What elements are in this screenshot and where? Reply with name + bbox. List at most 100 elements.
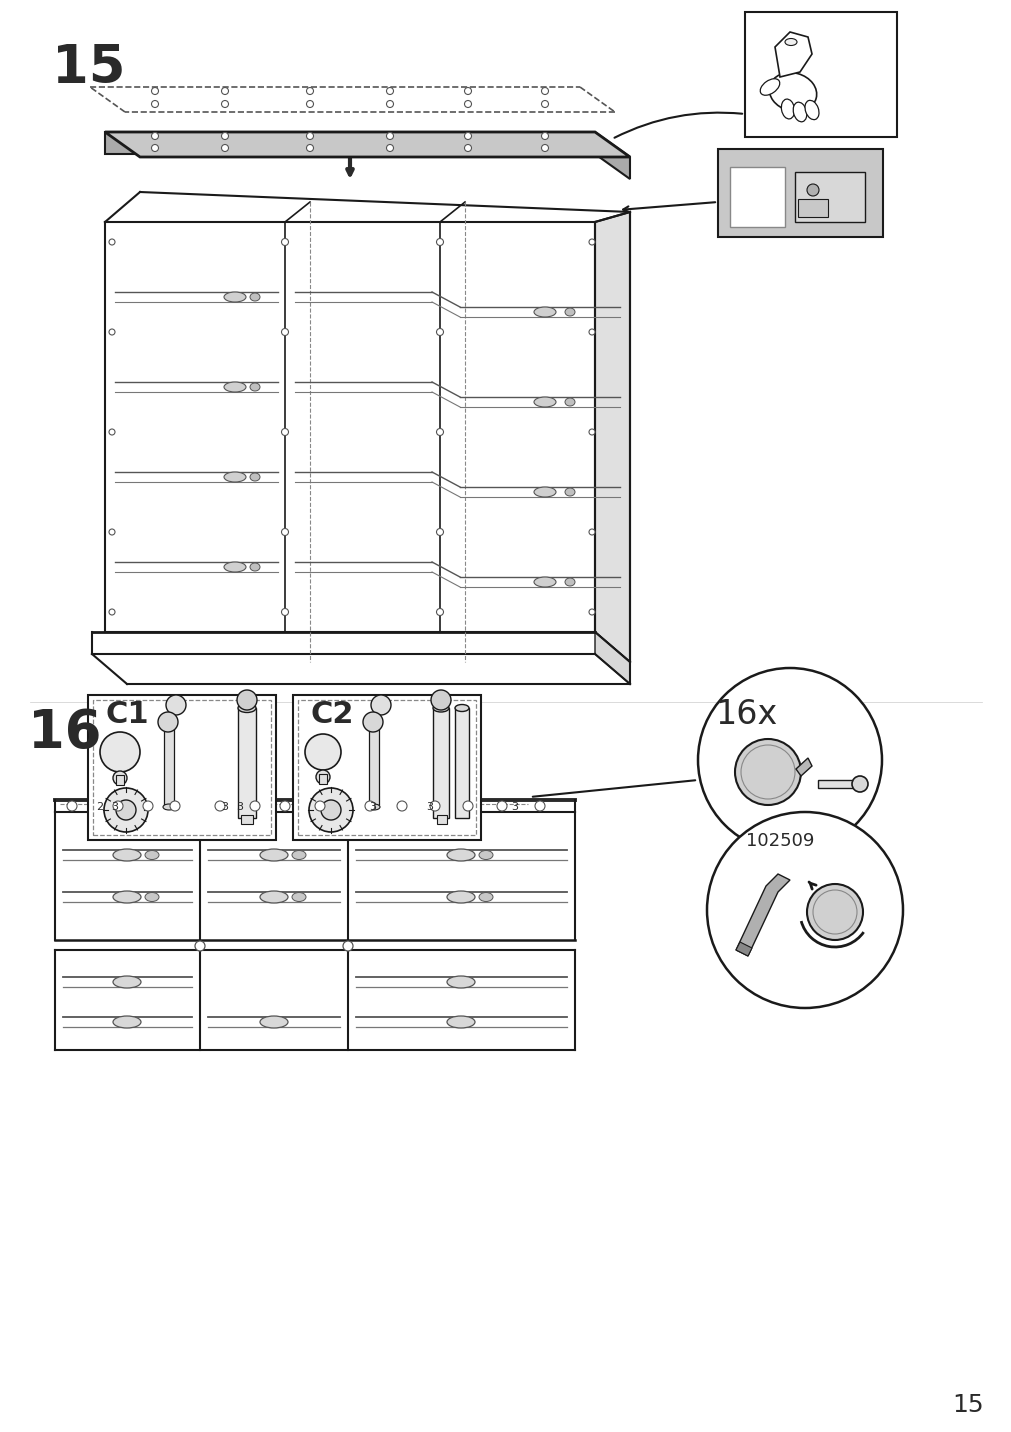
- Ellipse shape: [163, 803, 175, 811]
- Text: 3: 3: [369, 802, 376, 812]
- Bar: [744, 11, 896, 137]
- Circle shape: [221, 87, 228, 95]
- Circle shape: [541, 100, 548, 107]
- Bar: [241, 815, 253, 823]
- Bar: [238, 707, 256, 818]
- Bar: [293, 695, 480, 841]
- Circle shape: [152, 145, 159, 152]
- Text: 3: 3: [426, 802, 433, 812]
- Text: 3: 3: [111, 802, 118, 812]
- Circle shape: [250, 800, 260, 811]
- Ellipse shape: [238, 703, 256, 713]
- Bar: [795, 172, 864, 222]
- Circle shape: [315, 770, 330, 783]
- Bar: [88, 695, 276, 841]
- Circle shape: [280, 800, 290, 811]
- Polygon shape: [735, 874, 790, 957]
- Circle shape: [306, 145, 313, 152]
- Circle shape: [431, 690, 451, 710]
- Circle shape: [386, 133, 393, 139]
- Ellipse shape: [785, 39, 797, 46]
- Ellipse shape: [113, 977, 141, 988]
- Circle shape: [588, 329, 594, 335]
- Circle shape: [158, 712, 178, 732]
- Circle shape: [306, 87, 313, 95]
- Circle shape: [143, 800, 153, 811]
- Circle shape: [734, 739, 801, 805]
- Ellipse shape: [447, 891, 474, 904]
- Ellipse shape: [768, 73, 816, 112]
- Circle shape: [365, 800, 375, 811]
- Ellipse shape: [433, 705, 449, 712]
- Circle shape: [436, 528, 443, 536]
- Bar: [164, 720, 174, 805]
- Polygon shape: [594, 212, 630, 662]
- Circle shape: [306, 100, 313, 107]
- Circle shape: [113, 770, 126, 785]
- Text: 15: 15: [951, 1393, 983, 1418]
- Ellipse shape: [759, 79, 779, 96]
- Ellipse shape: [478, 851, 492, 859]
- Circle shape: [166, 695, 186, 715]
- Ellipse shape: [145, 851, 159, 859]
- Circle shape: [109, 528, 115, 536]
- Polygon shape: [105, 132, 594, 155]
- Circle shape: [281, 609, 288, 616]
- Circle shape: [152, 87, 159, 95]
- Circle shape: [588, 528, 594, 536]
- Circle shape: [436, 428, 443, 435]
- Ellipse shape: [455, 705, 468, 712]
- Ellipse shape: [564, 398, 574, 407]
- Circle shape: [806, 884, 862, 939]
- Circle shape: [436, 239, 443, 245]
- Polygon shape: [594, 132, 630, 179]
- Ellipse shape: [447, 1015, 474, 1028]
- Ellipse shape: [250, 382, 260, 391]
- Polygon shape: [735, 942, 751, 957]
- Ellipse shape: [564, 579, 574, 586]
- Circle shape: [281, 239, 288, 245]
- Circle shape: [281, 428, 288, 435]
- Circle shape: [436, 328, 443, 335]
- Ellipse shape: [447, 977, 474, 988]
- Circle shape: [221, 145, 228, 152]
- Text: 3: 3: [511, 802, 518, 812]
- Ellipse shape: [113, 891, 141, 904]
- Text: 3: 3: [221, 802, 228, 812]
- Circle shape: [464, 100, 471, 107]
- Circle shape: [320, 800, 341, 821]
- Circle shape: [304, 735, 341, 770]
- Bar: [729, 168, 785, 228]
- Ellipse shape: [534, 577, 555, 587]
- Ellipse shape: [223, 561, 246, 571]
- Circle shape: [430, 800, 440, 811]
- Ellipse shape: [260, 1015, 288, 1028]
- Bar: [433, 707, 449, 818]
- Circle shape: [535, 800, 545, 811]
- Text: C2: C2: [310, 700, 354, 729]
- Polygon shape: [774, 32, 811, 77]
- Circle shape: [104, 788, 148, 832]
- Circle shape: [67, 800, 77, 811]
- Circle shape: [170, 800, 180, 811]
- Text: 3: 3: [237, 802, 244, 812]
- Bar: [817, 780, 855, 788]
- Ellipse shape: [292, 851, 305, 859]
- Circle shape: [343, 941, 353, 951]
- Ellipse shape: [113, 849, 141, 861]
- Bar: [369, 720, 379, 805]
- Circle shape: [386, 145, 393, 152]
- Circle shape: [396, 800, 406, 811]
- Circle shape: [588, 430, 594, 435]
- Circle shape: [308, 788, 353, 832]
- Ellipse shape: [793, 102, 806, 122]
- Ellipse shape: [260, 891, 288, 904]
- Ellipse shape: [145, 892, 159, 902]
- Text: 16: 16: [28, 707, 101, 759]
- Circle shape: [113, 800, 123, 811]
- Ellipse shape: [250, 563, 260, 571]
- Ellipse shape: [534, 397, 555, 407]
- Circle shape: [698, 667, 882, 852]
- Bar: [717, 149, 883, 238]
- Ellipse shape: [564, 308, 574, 316]
